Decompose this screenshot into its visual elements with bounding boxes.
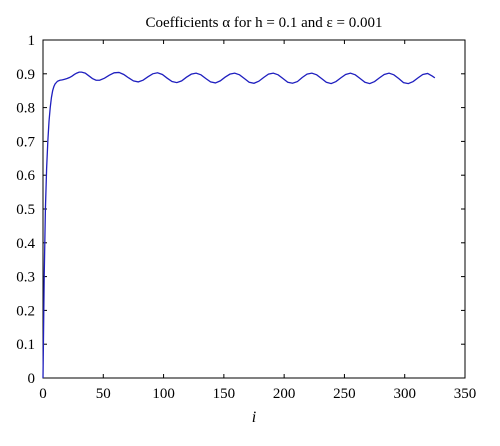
y-tick-label: 0.2	[16, 303, 35, 319]
y-tick-label: 0.8	[16, 101, 35, 117]
y-tick-label: 0.4	[16, 236, 35, 252]
plot-frame	[42, 39, 466, 379]
y-tick-label: 0.1	[16, 337, 35, 353]
series-line	[42, 71, 436, 379]
x-tick-label: 150	[213, 386, 236, 402]
y-tick-label: 0	[28, 371, 36, 387]
y-tick-label: 0.3	[16, 270, 35, 286]
x-tick-label: 200	[273, 386, 296, 402]
x-tick-label: 50	[96, 386, 111, 402]
x-tick-label: 100	[152, 386, 175, 402]
x-tick-label: 250	[333, 386, 356, 402]
x-tick-label: 0	[39, 386, 47, 402]
x-tick-label: 300	[393, 386, 416, 402]
y-axis: 0 0.1 0.2 0.3 0.4 0.5 0.6 0.7 0.8 0.9 1	[16, 33, 465, 387]
x-axis: 0 50 100 150 200 250 300 350	[39, 40, 476, 402]
x-tick-label: 350	[454, 386, 477, 402]
y-tick-label: 0.7	[16, 134, 35, 150]
chart-title: Coefficients α for h = 0.1 and ε = 0.001	[145, 15, 382, 31]
y-tick-label: 1	[28, 33, 36, 49]
y-tick-label: 0.9	[16, 67, 35, 83]
y-tick-label: 0.5	[16, 202, 35, 218]
y-tick-label: 0.6	[16, 168, 35, 184]
x-axis-label: i	[252, 409, 256, 426]
